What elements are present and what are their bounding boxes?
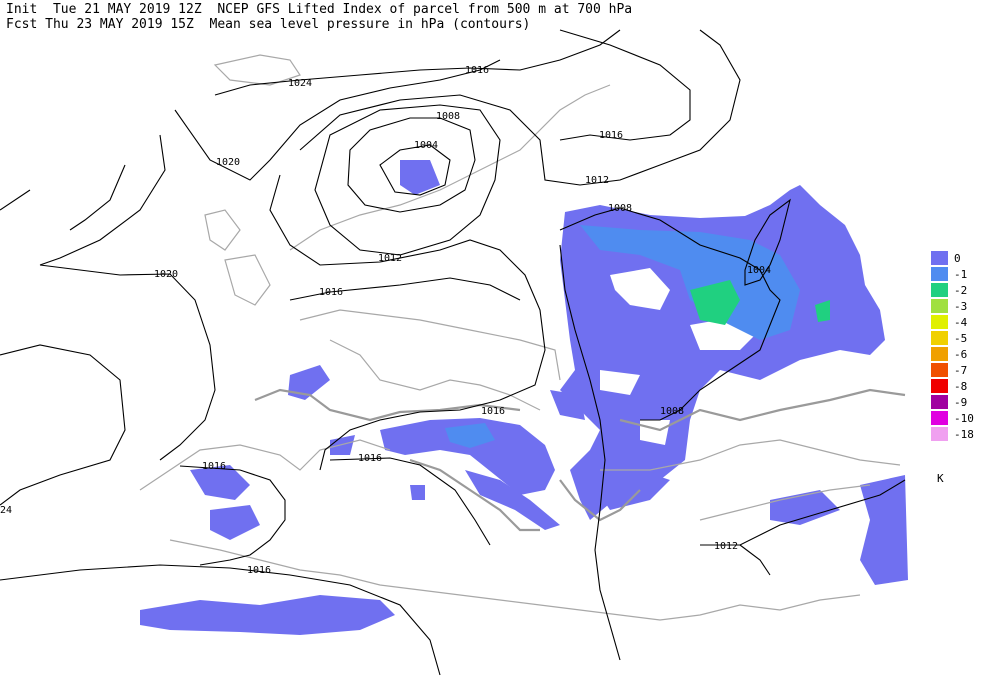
- legend-swatch: [931, 427, 948, 441]
- legend-label: -4: [954, 316, 968, 329]
- contour-label: 1016: [319, 287, 343, 298]
- contour-label: 1016: [247, 565, 271, 576]
- isobar: [559, 244, 621, 661]
- legend-swatch: [931, 395, 948, 409]
- contour-labels: 1024 1016 1020 1008 1004 1016 1012 1008 …: [0, 65, 771, 576]
- isobar: [0, 134, 166, 266]
- isobar: [214, 29, 621, 96]
- coastline: [600, 439, 901, 521]
- coastline: [139, 439, 861, 621]
- legend-swatch: [931, 299, 948, 313]
- contour-label: 1024: [288, 78, 312, 89]
- legend-label: -8: [954, 380, 967, 393]
- isobar: [174, 29, 691, 181]
- contour-label: 1008: [660, 406, 684, 417]
- legend-swatch: [931, 331, 948, 345]
- contour-label: 1016: [202, 461, 226, 472]
- isobar: [559, 207, 781, 421]
- isobar: [744, 198, 791, 286]
- clear-area: [600, 268, 760, 445]
- legend-label: -18: [954, 428, 974, 441]
- contour-label: 1016: [465, 65, 489, 76]
- isobar: [299, 29, 741, 186]
- legend-label: 0: [954, 252, 961, 265]
- contour-label: 1016: [481, 406, 505, 417]
- legend-label: -6: [954, 348, 967, 361]
- isobar: [39, 264, 216, 461]
- legend-swatch: [931, 411, 948, 425]
- header-line: Init Tue 21 MAY 2019 12Z NCEP GFS Lifted…: [6, 2, 632, 17]
- contour-label: 1020: [154, 269, 178, 280]
- coastlines: [139, 54, 906, 621]
- isobars: [0, 29, 906, 676]
- shaded-area: [580, 225, 800, 340]
- contour-label: 1016: [599, 130, 623, 141]
- contour-label: 1012: [714, 541, 738, 552]
- shaded-area: [690, 280, 830, 325]
- legend-swatch: [931, 283, 948, 297]
- legend-label: -2: [954, 284, 967, 297]
- legend-swatch: [931, 267, 948, 281]
- contour-label: 1004: [414, 140, 438, 151]
- header-line: Fcst Thu 23 MAY 2019 15Z Mean sea level …: [6, 17, 530, 32]
- contour-label: 24: [0, 505, 12, 516]
- contour-label: 1008: [608, 203, 632, 214]
- isobar: [269, 174, 546, 471]
- legend-swatch: [931, 363, 948, 377]
- legend-label: -9: [954, 396, 967, 409]
- lifted-index-shading: [140, 160, 908, 635]
- legend-swatch: [931, 379, 948, 393]
- isobar: [179, 465, 286, 566]
- legend-label: -7: [954, 364, 967, 377]
- legend-unit: K: [937, 472, 944, 485]
- contour-label: 1004: [747, 265, 771, 276]
- isobar: [314, 104, 501, 256]
- legend-swatch: [931, 315, 948, 329]
- coastline: [254, 388, 906, 532]
- contour-label: 1012: [585, 175, 609, 186]
- isobar: [0, 277, 521, 506]
- shaded-area: [380, 418, 555, 495]
- isobar: [329, 457, 491, 546]
- legend-label: -5: [954, 332, 967, 345]
- coastline: [204, 54, 611, 306]
- legend: 0 -1 -2 -3 -4 -5 -6 -7 -8 -9 -10 -18: [931, 251, 974, 441]
- contour-label: 1008: [436, 111, 460, 122]
- legend-label: -3: [954, 300, 967, 313]
- isobar: [347, 117, 476, 213]
- legend-swatch: [931, 251, 948, 265]
- isobar: [379, 144, 451, 196]
- contour-label: 1012: [378, 253, 402, 264]
- contour-label: 1020: [216, 157, 240, 168]
- legend-label: -1: [954, 268, 967, 281]
- shaded-area: [445, 423, 495, 448]
- contour-label: 1016: [358, 453, 382, 464]
- legend-label: -10: [954, 412, 974, 425]
- legend-swatch: [931, 347, 948, 361]
- isobar: [0, 564, 441, 676]
- isobar: [700, 479, 906, 576]
- coastline: [299, 309, 561, 411]
